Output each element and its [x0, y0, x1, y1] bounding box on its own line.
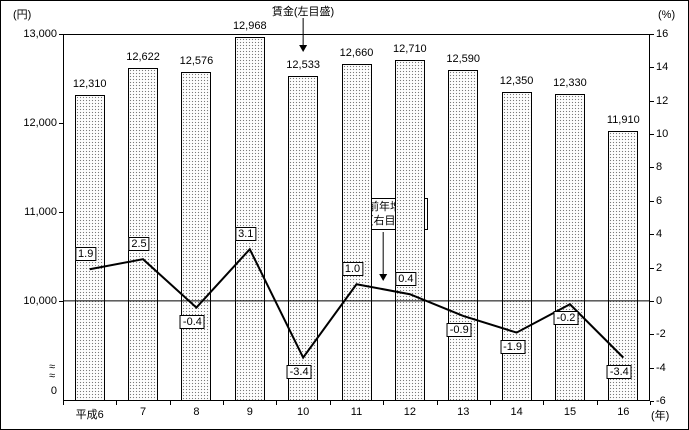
left-axis-tick-label: 11,000	[24, 206, 57, 218]
x-axis-tick	[383, 401, 385, 405]
right-axis-tick	[650, 100, 654, 102]
category-label: 平成6	[75, 409, 104, 421]
x-axis-tick	[223, 401, 225, 405]
rate-value-label: 1.9	[75, 247, 97, 262]
right-axis-tick	[650, 334, 654, 336]
x-axis-tick	[329, 401, 331, 405]
right-axis-tick-label: 12	[656, 94, 669, 107]
right-axis-tick-label: 2	[656, 261, 663, 274]
x-axis-tick	[436, 401, 438, 405]
right-axis-unit-label: (%)	[658, 9, 676, 21]
x-axis-tick	[543, 401, 545, 405]
bar-value-label: 12,590	[446, 53, 481, 66]
rate-value-label: -0.4	[179, 314, 205, 329]
right-axis-tick-label: -2	[656, 328, 666, 341]
left-axis-tick-label: 12,000	[23, 117, 57, 129]
bar-value-label: 12,576	[179, 54, 214, 67]
left-axis-tick	[59, 123, 63, 124]
wage-bar	[554, 93, 585, 401]
right-axis-tick	[650, 200, 654, 202]
left-axis-tick-label: 10,000	[23, 295, 57, 307]
right-axis-tick	[650, 67, 654, 69]
bar-series-callout: 賃金(左目盛)	[271, 6, 335, 18]
left-axis-unit-label: (円)	[13, 9, 32, 21]
category-label: 10	[297, 406, 310, 418]
right-axis-tick-label: 0	[656, 294, 663, 307]
x-axis-tick	[489, 401, 491, 405]
bar-value-label: 12,968	[232, 19, 267, 32]
x-axis-unit-label: (年)	[651, 410, 670, 422]
right-axis-tick-label: -6	[656, 395, 666, 407]
wage-bar	[181, 71, 212, 401]
rate-value-label: -3.4	[606, 364, 632, 379]
wage-bar	[608, 131, 639, 401]
right-axis-tick-label: 8	[656, 161, 663, 174]
wage-bar	[288, 75, 319, 401]
rate-value-label: 0.4	[395, 272, 417, 287]
x-axis-tick	[650, 401, 651, 405]
x-axis-tick	[596, 401, 598, 405]
right-axis-tick	[650, 234, 654, 236]
x-axis-tick	[116, 401, 118, 405]
x-axis-tick	[63, 401, 64, 405]
bar-value-label: 12,350	[499, 74, 534, 87]
wage-bar	[501, 91, 532, 401]
right-axis-tick	[650, 34, 654, 35]
rate-value-label: 2.5	[128, 237, 150, 252]
right-axis-tick	[650, 134, 654, 136]
rate-value-label: 1.0	[341, 262, 364, 277]
category-label: 9	[246, 406, 253, 418]
left-axis-break-icon: ≈	[48, 361, 56, 373]
right-axis-tick-label: 6	[656, 194, 663, 207]
right-axis-tick	[650, 367, 654, 369]
wage-bar	[448, 70, 479, 401]
wage-bar	[234, 36, 265, 401]
right-axis-tick-label: 4	[656, 228, 663, 241]
right-axis-tick	[650, 300, 654, 302]
bar-value-label: 12,330	[553, 76, 587, 89]
right-axis-tick	[650, 267, 654, 269]
right-axis-tick	[650, 167, 654, 169]
rate-value-label: -0.2	[553, 311, 579, 326]
wage-bar	[128, 67, 159, 401]
rate-value-label: -3.4	[286, 364, 312, 379]
right-axis-tick-label: -4	[656, 361, 666, 374]
bar-value-label: 11,910	[606, 114, 640, 126]
wage-bar	[394, 59, 425, 401]
category-label: 16	[617, 406, 630, 418]
rate-value-label: -0.9	[446, 322, 472, 337]
left-axis-break-icon: ≈	[48, 370, 56, 382]
left-axis-tick	[59, 212, 63, 213]
left-axis-zero-label: 0	[50, 385, 57, 397]
category-label: 14	[510, 406, 523, 418]
bar-value-label: 12,710	[393, 42, 427, 55]
x-axis-tick	[169, 401, 171, 405]
wage-bar	[341, 64, 372, 401]
bar-value-label: 12,310	[72, 78, 107, 91]
bar-value-label: 12,660	[339, 47, 374, 60]
category-label: 12	[403, 406, 416, 418]
category-label: 8	[193, 406, 200, 418]
category-label: 11	[350, 406, 363, 418]
category-label: 13	[457, 406, 470, 418]
right-axis-tick	[650, 401, 654, 402]
bar-value-label: 12,533	[286, 58, 320, 71]
right-axis-tick-label: 16	[656, 28, 669, 40]
category-label: 15	[563, 406, 577, 418]
x-axis-tick	[276, 401, 278, 405]
right-axis-tick-label: 10	[656, 128, 669, 141]
rate-value-label: 3.1	[235, 227, 257, 242]
category-label: 7	[139, 406, 147, 418]
left-axis-tick-label: 13,000	[23, 28, 57, 40]
right-axis-tick-label: 14	[656, 61, 669, 74]
rate-value-label: -1.9	[500, 339, 526, 354]
left-axis-tick	[59, 301, 63, 302]
left-axis-tick	[59, 34, 63, 35]
bar-value-label: 12,622	[126, 50, 160, 63]
